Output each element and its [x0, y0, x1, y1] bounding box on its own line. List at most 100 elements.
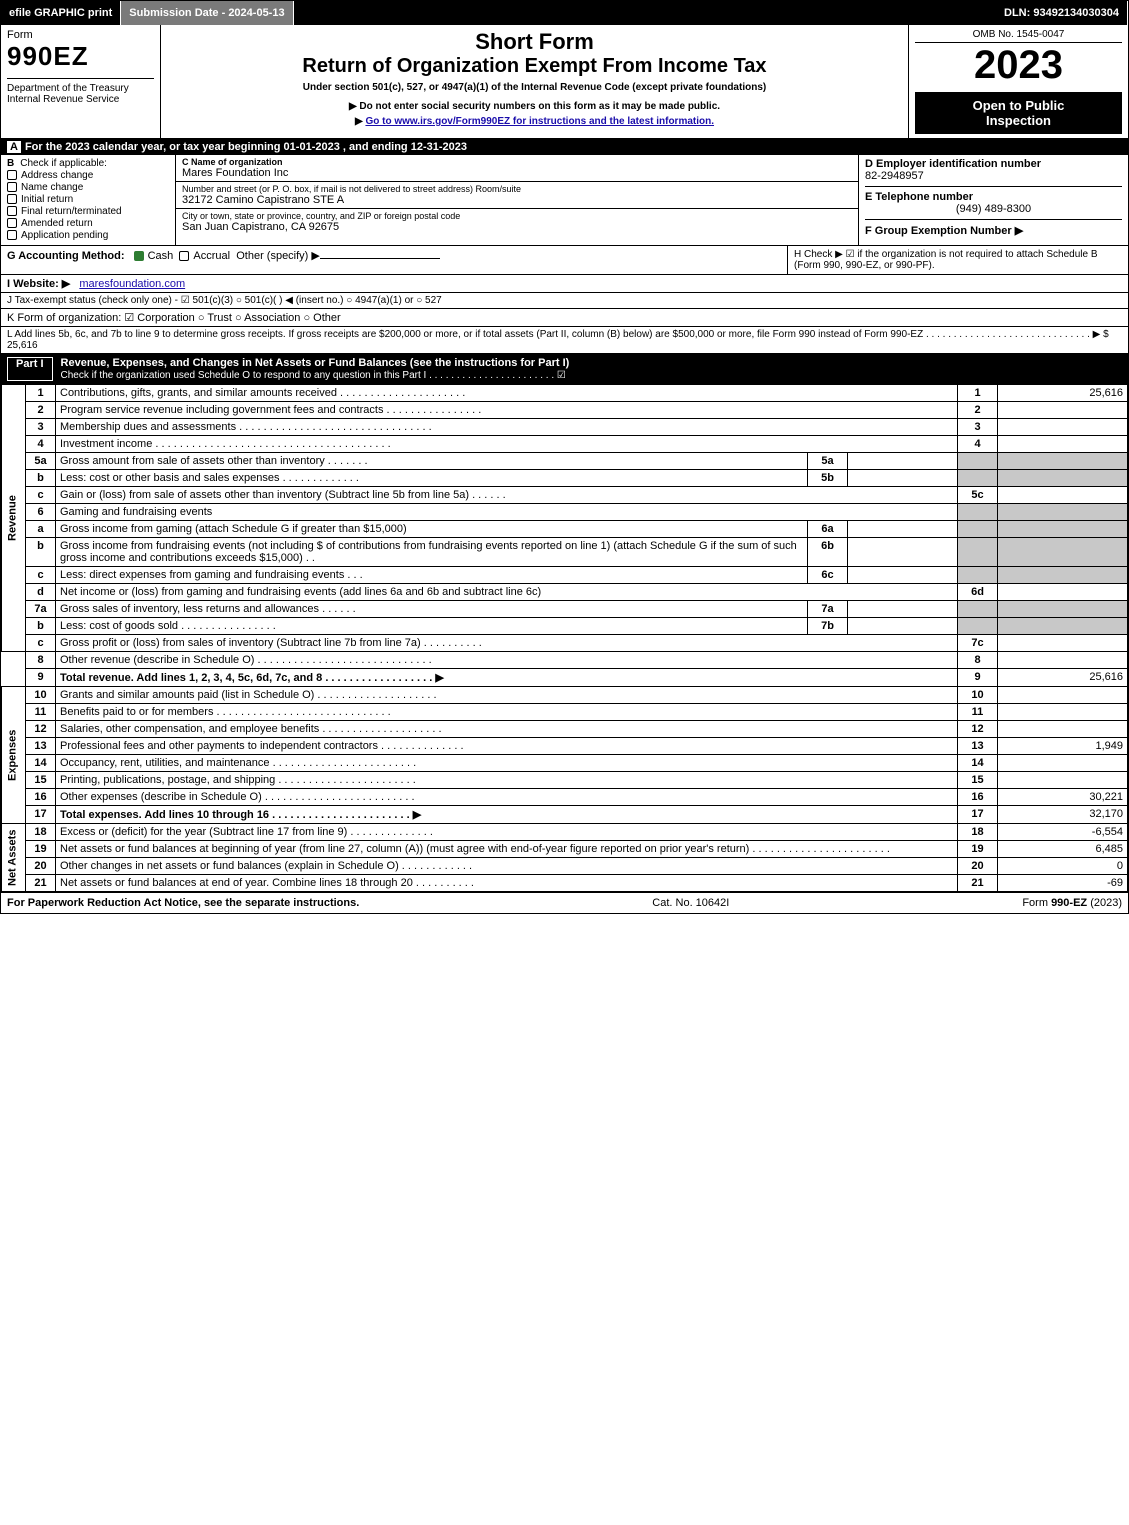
row-13-amt: 1,949 — [998, 738, 1128, 755]
g-accrual: Accrual — [193, 250, 230, 262]
section-j: J Tax-exempt status (check only one) - ☑… — [1, 293, 1128, 309]
row-7b-num: b — [26, 618, 56, 635]
org-name: Mares Foundation Inc — [182, 167, 852, 179]
row-11-num: 11 — [26, 704, 56, 721]
row-5b-sn: 5b — [808, 470, 848, 487]
form-number: 990EZ — [7, 41, 154, 72]
b-head: Check if applicable: — [20, 158, 107, 169]
f-grp-label: F Group Exemption Number ▶ — [865, 219, 1122, 237]
row-12-amt — [998, 721, 1128, 738]
row-1-num: 1 — [26, 385, 56, 402]
header-left: Form 990EZ Department of the Treasury In… — [1, 25, 161, 138]
row-7b-sn: 7b — [808, 618, 848, 635]
header-right: OMB No. 1545-0047 2023 Open to Public In… — [908, 25, 1128, 138]
omb-number: OMB No. 1545-0047 — [915, 29, 1122, 43]
row-19-desc: Net assets or fund balances at beginning… — [56, 841, 958, 858]
i-label: I Website: ▶ — [7, 278, 70, 290]
revenue-section-label: Revenue — [2, 385, 26, 652]
row-6b-rn — [958, 538, 998, 567]
row-8-amt — [998, 652, 1128, 669]
row-6a-rn — [958, 521, 998, 538]
efile-cell: efile GRAPHIC print — [1, 1, 121, 25]
row-6c-num: c — [26, 567, 56, 584]
row-20-amt: 0 — [998, 858, 1128, 875]
g-other-input[interactable] — [320, 258, 440, 259]
row-5b-desc: Less: cost or other basis and sales expe… — [56, 470, 808, 487]
main-title: Return of Organization Exempt From Incom… — [167, 55, 902, 78]
row-18-amt: -6,554 — [998, 824, 1128, 841]
row-7a-rn — [958, 601, 998, 618]
row-16-desc: Other expenses (describe in Schedule O) … — [56, 789, 958, 806]
section-l: L Add lines 5b, 6c, and 7b to line 9 to … — [1, 327, 1128, 354]
row-6b-sn: 6b — [808, 538, 848, 567]
cb-accrual[interactable] — [179, 251, 189, 261]
row-15-amt — [998, 772, 1128, 789]
b-item-1: Name change — [21, 182, 83, 193]
row-5a-desc: Gross amount from sale of assets other t… — [56, 453, 808, 470]
row-3-num: 3 — [26, 419, 56, 436]
row-5c-desc: Gain or (loss) from sale of assets other… — [56, 487, 958, 504]
row-10-rn: 10 — [958, 687, 998, 704]
row-9-num: 9 — [26, 669, 56, 687]
netassets-section-label: Net Assets — [2, 824, 26, 892]
g-other: Other (specify) ▶ — [236, 250, 320, 262]
row-1-amt: 25,616 — [998, 385, 1128, 402]
row-5b-num: b — [26, 470, 56, 487]
row-3-desc: Membership dues and assessments . . . . … — [56, 419, 958, 436]
row-5b-rn — [958, 470, 998, 487]
row-2-num: 2 — [26, 402, 56, 419]
row-11-rn: 11 — [958, 704, 998, 721]
row-4-num: 4 — [26, 436, 56, 453]
dln-cell: DLN: 93492134030304 — [996, 1, 1128, 25]
cb-cash[interactable] — [134, 251, 144, 261]
org-city: San Juan Capistrano, CA 92675 — [182, 221, 852, 233]
row-6a-desc: Gross income from gaming (attach Schedul… — [56, 521, 808, 538]
c-city-label: City or town, state or province, country… — [182, 211, 852, 221]
row-5a-amt — [998, 453, 1128, 470]
row-6b-subval — [848, 538, 958, 567]
row-21-amt: -69 — [998, 875, 1128, 892]
cb-final-return[interactable] — [7, 206, 17, 216]
row-7a-subval — [848, 601, 958, 618]
row-6d-num: d — [26, 584, 56, 601]
section-bcdef: BCheck if applicable: Address change Nam… — [1, 155, 1128, 246]
row-10-desc: Grants and similar amounts paid (list in… — [56, 687, 958, 704]
row-14-desc: Occupancy, rent, utilities, and maintena… — [56, 755, 958, 772]
top-bar: efile GRAPHIC print Submission Date - 20… — [1, 1, 1128, 25]
row-5c-num: c — [26, 487, 56, 504]
row-7c-amt — [998, 635, 1128, 652]
cb-address-change[interactable] — [7, 170, 17, 180]
b-item-2: Initial return — [21, 194, 73, 205]
part-1-sub: Check if the organization used Schedule … — [61, 370, 566, 381]
row-20-num: 20 — [26, 858, 56, 875]
cb-amended-return[interactable] — [7, 218, 17, 228]
row-4-rn: 4 — [958, 436, 998, 453]
row-11-amt — [998, 704, 1128, 721]
row-6c-amt — [998, 567, 1128, 584]
row-17-rn: 17 — [958, 806, 998, 824]
page-footer: For Paperwork Reduction Act Notice, see … — [1, 892, 1128, 913]
row-6b-desc: Gross income from fundraising events (no… — [56, 538, 808, 567]
b-item-4: Amended return — [21, 218, 93, 229]
form-page: efile GRAPHIC print Submission Date - 20… — [0, 0, 1129, 914]
part-1-table: Revenue 1 Contributions, gifts, grants, … — [1, 384, 1128, 892]
row-21-rn: 21 — [958, 875, 998, 892]
submission-cell: Submission Date - 2024-05-13 — [121, 1, 293, 25]
row-6d-rn: 6d — [958, 584, 998, 601]
row-16-rn: 16 — [958, 789, 998, 806]
badge-line2: Inspection — [925, 113, 1112, 128]
cb-name-change[interactable] — [7, 182, 17, 192]
tel-value: (949) 489-8300 — [865, 203, 1122, 215]
website-link[interactable]: maresfoundation.com — [79, 278, 185, 290]
row-15-rn: 15 — [958, 772, 998, 789]
row-6a-subval — [848, 521, 958, 538]
cb-initial-return[interactable] — [7, 194, 17, 204]
row-6-amt — [998, 504, 1128, 521]
row-1-rn: 1 — [958, 385, 998, 402]
org-address: 32172 Camino Capistrano STE A — [182, 194, 852, 206]
row-5c-rn: 5c — [958, 487, 998, 504]
row-17-desc: Total expenses. Add lines 10 through 16 … — [56, 806, 958, 824]
cb-application-pending[interactable] — [7, 230, 17, 240]
row-16-amt: 30,221 — [998, 789, 1128, 806]
warn-link[interactable]: Go to www.irs.gov/Form990EZ for instruct… — [365, 116, 714, 127]
